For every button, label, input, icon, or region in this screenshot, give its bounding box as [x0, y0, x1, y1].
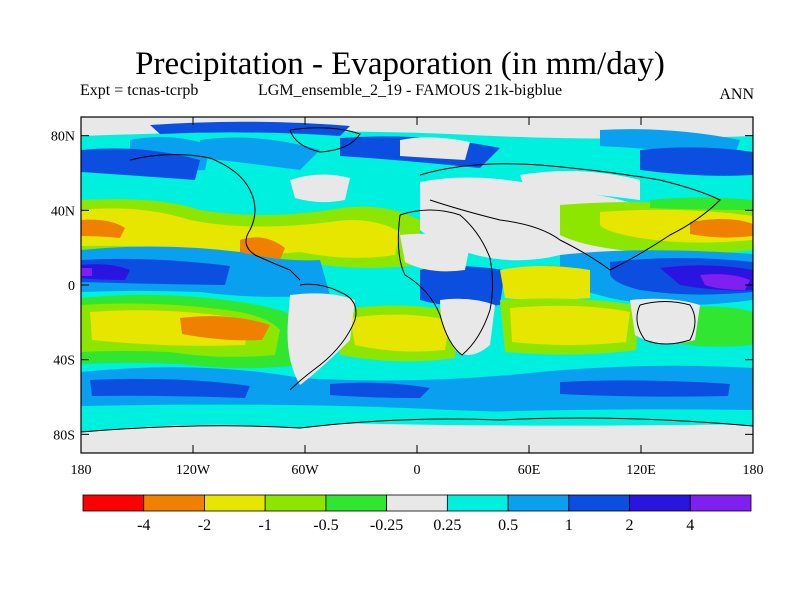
lon-label: 180 [71, 463, 92, 478]
colorbar-swatch [689, 494, 752, 512]
lon-label: 60E [518, 463, 541, 478]
colorbar-swatch [325, 494, 388, 512]
colorbar-label: 4 [686, 517, 694, 534]
colorbar: -4 -2 -1 -0.5 -0.25 0.25 0.5 1 2 4 [82, 494, 752, 534]
lon-label: 120W [176, 463, 211, 478]
precip-minus-evap-field [81, 117, 753, 453]
coastlines [81, 127, 753, 433]
run-label: LGM_ensemble_2_19 - FAMOUS 21k-bigblue [258, 82, 563, 99]
map-title: Precipitation - Evaporation (in mm/day) [135, 46, 665, 82]
lat-label: 40N [51, 204, 75, 219]
colorbar-label: -0.5 [313, 517, 338, 534]
lon-label: 60W [291, 463, 319, 478]
colorbar-swatch [386, 494, 448, 512]
map-axes: 80N 40N 0 40S 80S 180 120W 60W 0 60E 120E 180 [51, 117, 764, 478]
colorbar-swatch [82, 494, 145, 512]
colorbar-label: 0.25 [433, 517, 461, 534]
colorbar-swatch [264, 494, 327, 512]
lon-label: 0 [414, 463, 421, 478]
lat-label: 0 [68, 279, 75, 294]
colorbar-label: 0.5 [498, 517, 518, 534]
season-label: ANN [719, 86, 754, 103]
colorbar-label: -0.25 [370, 517, 403, 534]
experiment-label: Expt = tcnas-tcrpb [80, 82, 199, 99]
colorbar-label: -4 [137, 517, 150, 534]
lat-label: 80N [51, 130, 75, 145]
colorbar-swatch [507, 494, 570, 512]
lon-label: 120E [626, 463, 656, 478]
colorbar-swatch [568, 494, 630, 512]
colorbar-label: -1 [259, 517, 272, 534]
lon-label: 180 [743, 463, 764, 478]
lat-label: 80S [53, 428, 75, 443]
lat-label: 40S [53, 354, 75, 369]
colorbar-swatch [204, 494, 266, 512]
colorbar-label: -2 [198, 517, 211, 534]
colorbar-swatch [446, 494, 509, 512]
colorbar-swatch [143, 494, 205, 512]
colorbar-label: 2 [626, 517, 634, 534]
colorbar-swatch [629, 494, 691, 512]
colorbar-label: 1 [565, 517, 573, 534]
